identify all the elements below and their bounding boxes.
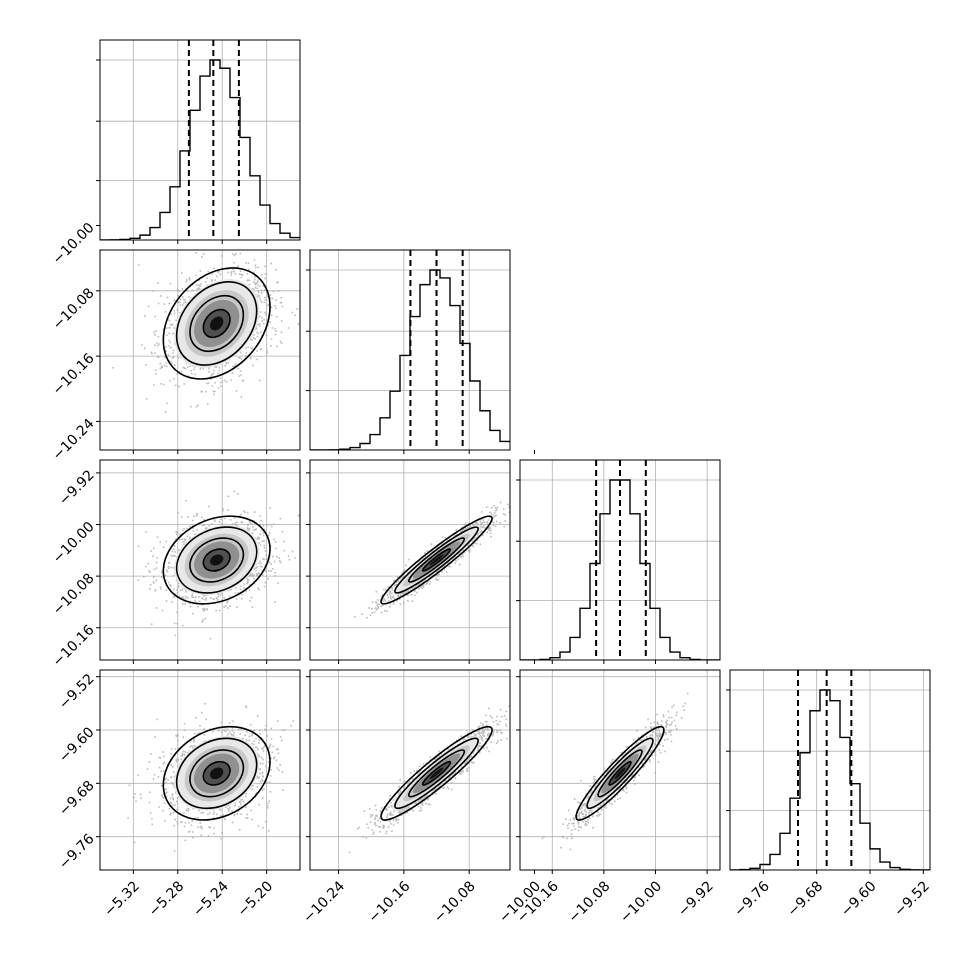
scatter-panel-3-2: −10.16 −10.08 −10.00 −9.92 [514,669,721,926]
histogram-panel-3: −9.76 −9.68 −9.60 −9.52 [726,669,933,920]
scatter-panel-3-1: −10.24 −10.16 −10.08 −10.00 [300,669,544,926]
contour-line [421,548,452,572]
histogram-panel-2 [516,459,721,664]
x-tick-label: −5.20 [235,878,277,920]
y-tick-label: −9.92 [56,467,98,509]
panel-frame [729,669,931,871]
contour-line [407,537,466,583]
density-shade [210,767,224,780]
panel-frame [99,39,301,241]
x-tick-label: −9.76 [731,878,773,920]
y-tick-label: −10.08 [50,570,98,618]
scatter-panel-2-0: −10.16−10.08−10.00 −9.92 [50,459,301,670]
x-tick-label: −10.08 [566,878,614,926]
density-shade [614,767,626,780]
contour-line [202,548,231,572]
contour-line [202,308,231,339]
x-tick-label: −9.52 [891,878,933,920]
contour-line [407,749,466,798]
contour-line [189,537,245,583]
density-shade [429,767,444,780]
y-tick-label: −9.76 [56,831,98,873]
contour-line [175,281,258,366]
contour-line [189,294,245,353]
histogram-step-0 [100,59,300,240]
y-tick-label: −10.08 [50,285,98,333]
x-tick-label: −10.08 [431,878,479,926]
contour-line [162,515,271,605]
x-tick-label: −5.32 [101,878,143,920]
panel-frame [99,249,301,451]
panel-frame [309,669,511,871]
y-tick-label: −10.24 [50,416,98,464]
y-tick-label: −9.68 [56,778,98,820]
scatter-panel-3-0: −9.76 −9.68 −9.60 −9.52 −5.32 −5.28 −5.24 −5.20 [56,669,301,920]
histogram-step-2 [520,479,720,660]
histogram-step-3 [730,689,930,870]
contour-line [421,760,452,786]
y-tick-label: −10.00 [50,519,98,567]
contour-line [202,760,231,786]
contour-line [175,526,258,594]
x-tick-label: −10.00 [617,878,665,926]
y-tick-label: −10.16 [50,622,98,670]
contour-line [586,737,654,810]
x-tick-label: −9.92 [675,878,717,920]
contour-line [575,725,665,821]
x-tick-label: −9.68 [785,878,827,920]
panel-frame [519,669,721,871]
contour-line [394,737,479,810]
density-shade [429,554,444,566]
panel-frame [309,459,511,661]
y-tick-label: −10.00 [50,220,98,268]
panel-frame [99,459,301,661]
x-tick-label: −10.16 [366,878,414,926]
contour-line [189,749,245,798]
density-shade [209,554,224,566]
scatter-panel-2-1 [306,459,535,664]
contour-line [162,725,271,821]
x-tick-label: −9.60 [838,878,880,920]
x-tick-label: −10.24 [300,878,348,926]
contour-line [380,515,493,605]
y-tick-label: −9.60 [56,724,98,766]
x-tick-label: −5.24 [190,878,232,920]
panel-frame [519,459,721,661]
y-tick-label: −9.52 [56,671,98,713]
x-tick-label: −5.28 [146,878,188,920]
contour-line [162,267,271,380]
y-tick-label: −10.16 [50,350,98,398]
histogram-panel-0 [96,39,301,244]
panel-frame [309,249,511,451]
contour-line [597,749,643,798]
density-shade [210,316,224,331]
contour-line [175,737,258,810]
contour-line [380,725,493,821]
contour-line [394,526,479,594]
scatter-panel-1-0: −10.24 −10.16 −10.08 −10.00 [50,220,301,464]
panel-frame [99,669,301,871]
histogram-panel-1 [306,249,535,454]
contour-line [608,760,632,786]
